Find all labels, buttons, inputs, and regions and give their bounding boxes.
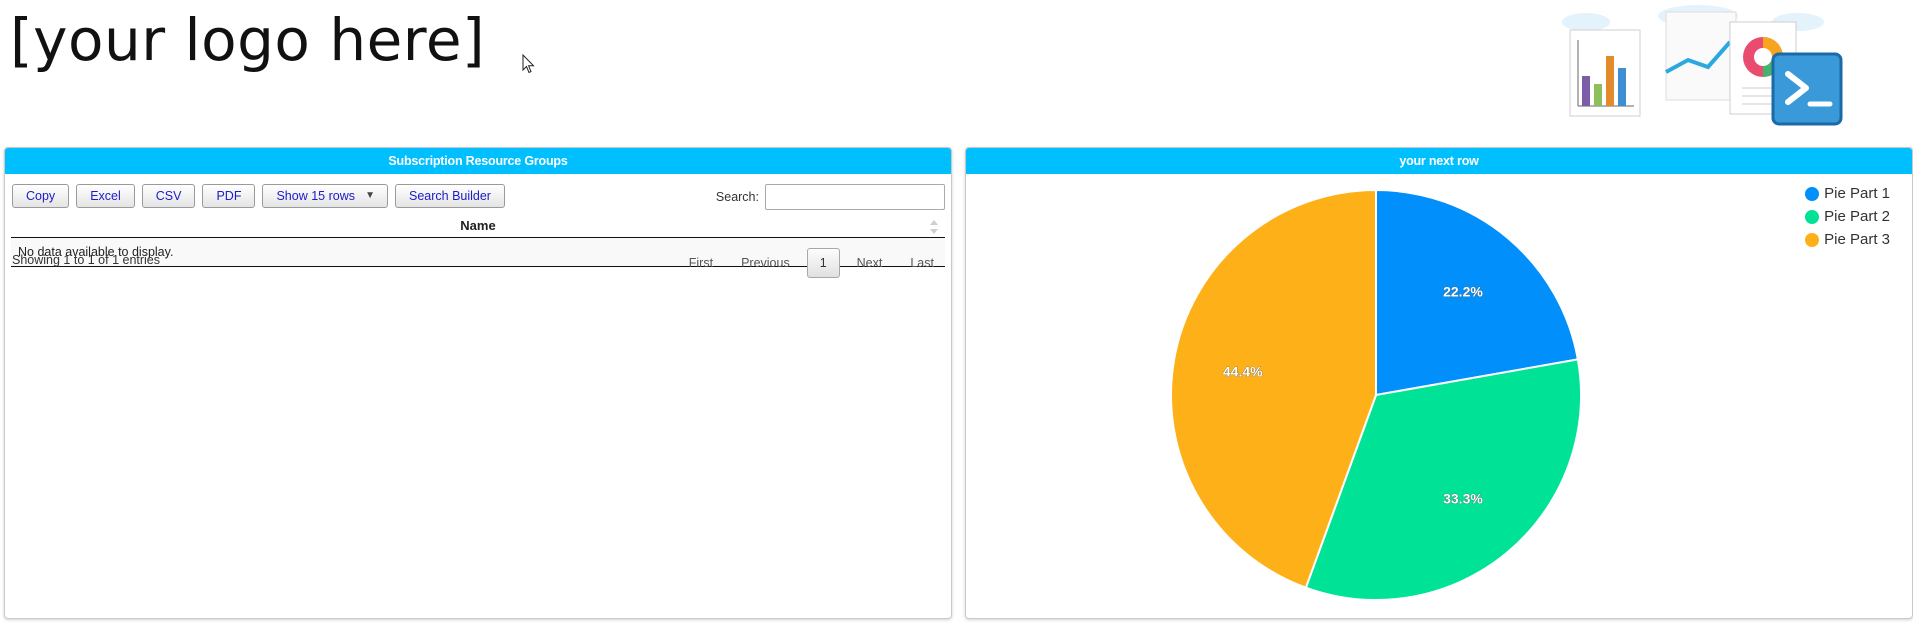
chart-legend: Pie Part 1 Pie Part 2 Pie Part 3 (1805, 182, 1890, 251)
legend-marker (1805, 209, 1820, 224)
empty-table-row: No data available to display. (11, 238, 945, 267)
legend-marker (1805, 232, 1820, 247)
legend-item-3[interactable]: Pie Part 3 (1805, 228, 1890, 251)
search-input[interactable] (765, 184, 945, 210)
pie-data-label-1: 22.2% (1443, 283, 1483, 299)
legend-label: Pie Part 1 (1824, 185, 1890, 202)
mouse-cursor-icon (522, 54, 535, 74)
next-page-button[interactable]: Next (856, 256, 883, 270)
excel-button[interactable]: Excel (76, 184, 135, 208)
legend-label: Pie Part 3 (1824, 231, 1890, 248)
pie-data-label-3: 44.4% (1223, 364, 1263, 380)
logo-placeholder: [your logo here] (10, 6, 486, 74)
first-page-button[interactable]: First (688, 256, 714, 270)
pie-chart: 22.2% 33.3% 44.4% (1170, 188, 1583, 601)
line-chart-icon (1665, 40, 1732, 74)
copy-button[interactable]: Copy (12, 184, 70, 208)
column-header-name[interactable]: Name (11, 215, 945, 238)
sort-icon (930, 220, 938, 234)
next-row-panel: your next row 22.2% 33.3% 44.4% Pie Part 1… (965, 147, 1913, 619)
bar-chart-icon (1569, 29, 1641, 117)
pie-slice-3[interactable] (1170, 188, 1377, 589)
panel-title: Subscription Resource Groups (5, 148, 951, 174)
data-table: Name No data available to display. (11, 215, 945, 267)
column-header-label: Name (460, 218, 496, 233)
legend-item-1[interactable]: Pie Part 1 (1805, 182, 1890, 205)
pie-data-label-2: 33.3% (1443, 491, 1483, 507)
pagination: First Previous 1 Next Last (672, 248, 945, 278)
brand-illustration (1562, 5, 1843, 126)
csv-button[interactable]: CSV (141, 184, 196, 208)
page-1-button[interactable]: 1 (806, 248, 840, 278)
show-rows-dropdown[interactable]: Show 15 rows ▼ (262, 184, 388, 208)
previous-page-button[interactable]: Previous (741, 256, 790, 270)
pdf-button[interactable]: PDF (202, 184, 256, 208)
pie-slice-2[interactable] (1304, 358, 1583, 601)
powershell-icon (1771, 52, 1843, 126)
table-toolbar: Copy Excel CSV PDF Show 15 rows ▼ Search… (12, 184, 505, 208)
show-rows-label: Show 15 rows (276, 189, 355, 203)
pie-slice-1[interactable] (1375, 188, 1580, 397)
search-label: Search: (715, 190, 759, 204)
caret-down-icon: ▼ (365, 190, 375, 201)
last-page-button[interactable]: Last (910, 256, 934, 270)
legend-item-2[interactable]: Pie Part 2 (1805, 205, 1890, 228)
legend-label: Pie Part 2 (1824, 208, 1890, 225)
table-info: Showing 1 to 1 of 1 entries (12, 253, 161, 267)
search-area: Search: (716, 184, 945, 210)
search-builder-button[interactable]: Search Builder (394, 184, 505, 208)
resource-groups-panel: Subscription Resource Groups Copy Excel … (4, 147, 952, 619)
panel-title: your next row (966, 148, 1912, 174)
legend-marker (1805, 186, 1820, 201)
